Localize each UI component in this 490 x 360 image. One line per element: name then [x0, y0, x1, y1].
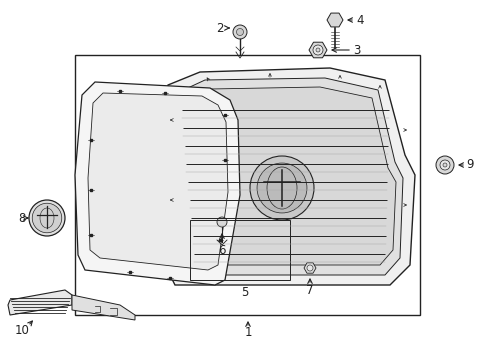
Polygon shape	[88, 93, 228, 270]
Circle shape	[316, 48, 320, 52]
Circle shape	[233, 25, 247, 39]
Circle shape	[32, 203, 62, 233]
Text: 6: 6	[218, 243, 226, 256]
Circle shape	[436, 156, 454, 174]
Text: 3: 3	[353, 44, 361, 57]
Text: 7: 7	[306, 284, 314, 297]
Text: 8: 8	[18, 211, 25, 225]
Bar	[75, 55, 420, 315]
Circle shape	[257, 163, 307, 213]
Bar	[190, 220, 290, 280]
Polygon shape	[8, 290, 72, 315]
Circle shape	[307, 265, 313, 271]
Circle shape	[237, 28, 244, 36]
Text: 10: 10	[15, 324, 29, 337]
Circle shape	[250, 156, 314, 220]
Circle shape	[29, 200, 65, 236]
Polygon shape	[158, 68, 415, 285]
Text: 1: 1	[244, 325, 252, 338]
Circle shape	[443, 163, 447, 167]
Polygon shape	[168, 78, 403, 275]
Text: 4: 4	[356, 13, 364, 27]
Text: 5: 5	[241, 285, 249, 298]
Text: 2: 2	[216, 22, 224, 35]
Circle shape	[217, 217, 227, 227]
Circle shape	[313, 45, 323, 55]
Polygon shape	[72, 295, 135, 320]
Polygon shape	[75, 82, 240, 285]
Text: 9: 9	[466, 158, 474, 171]
Circle shape	[440, 160, 450, 170]
Polygon shape	[177, 87, 396, 265]
